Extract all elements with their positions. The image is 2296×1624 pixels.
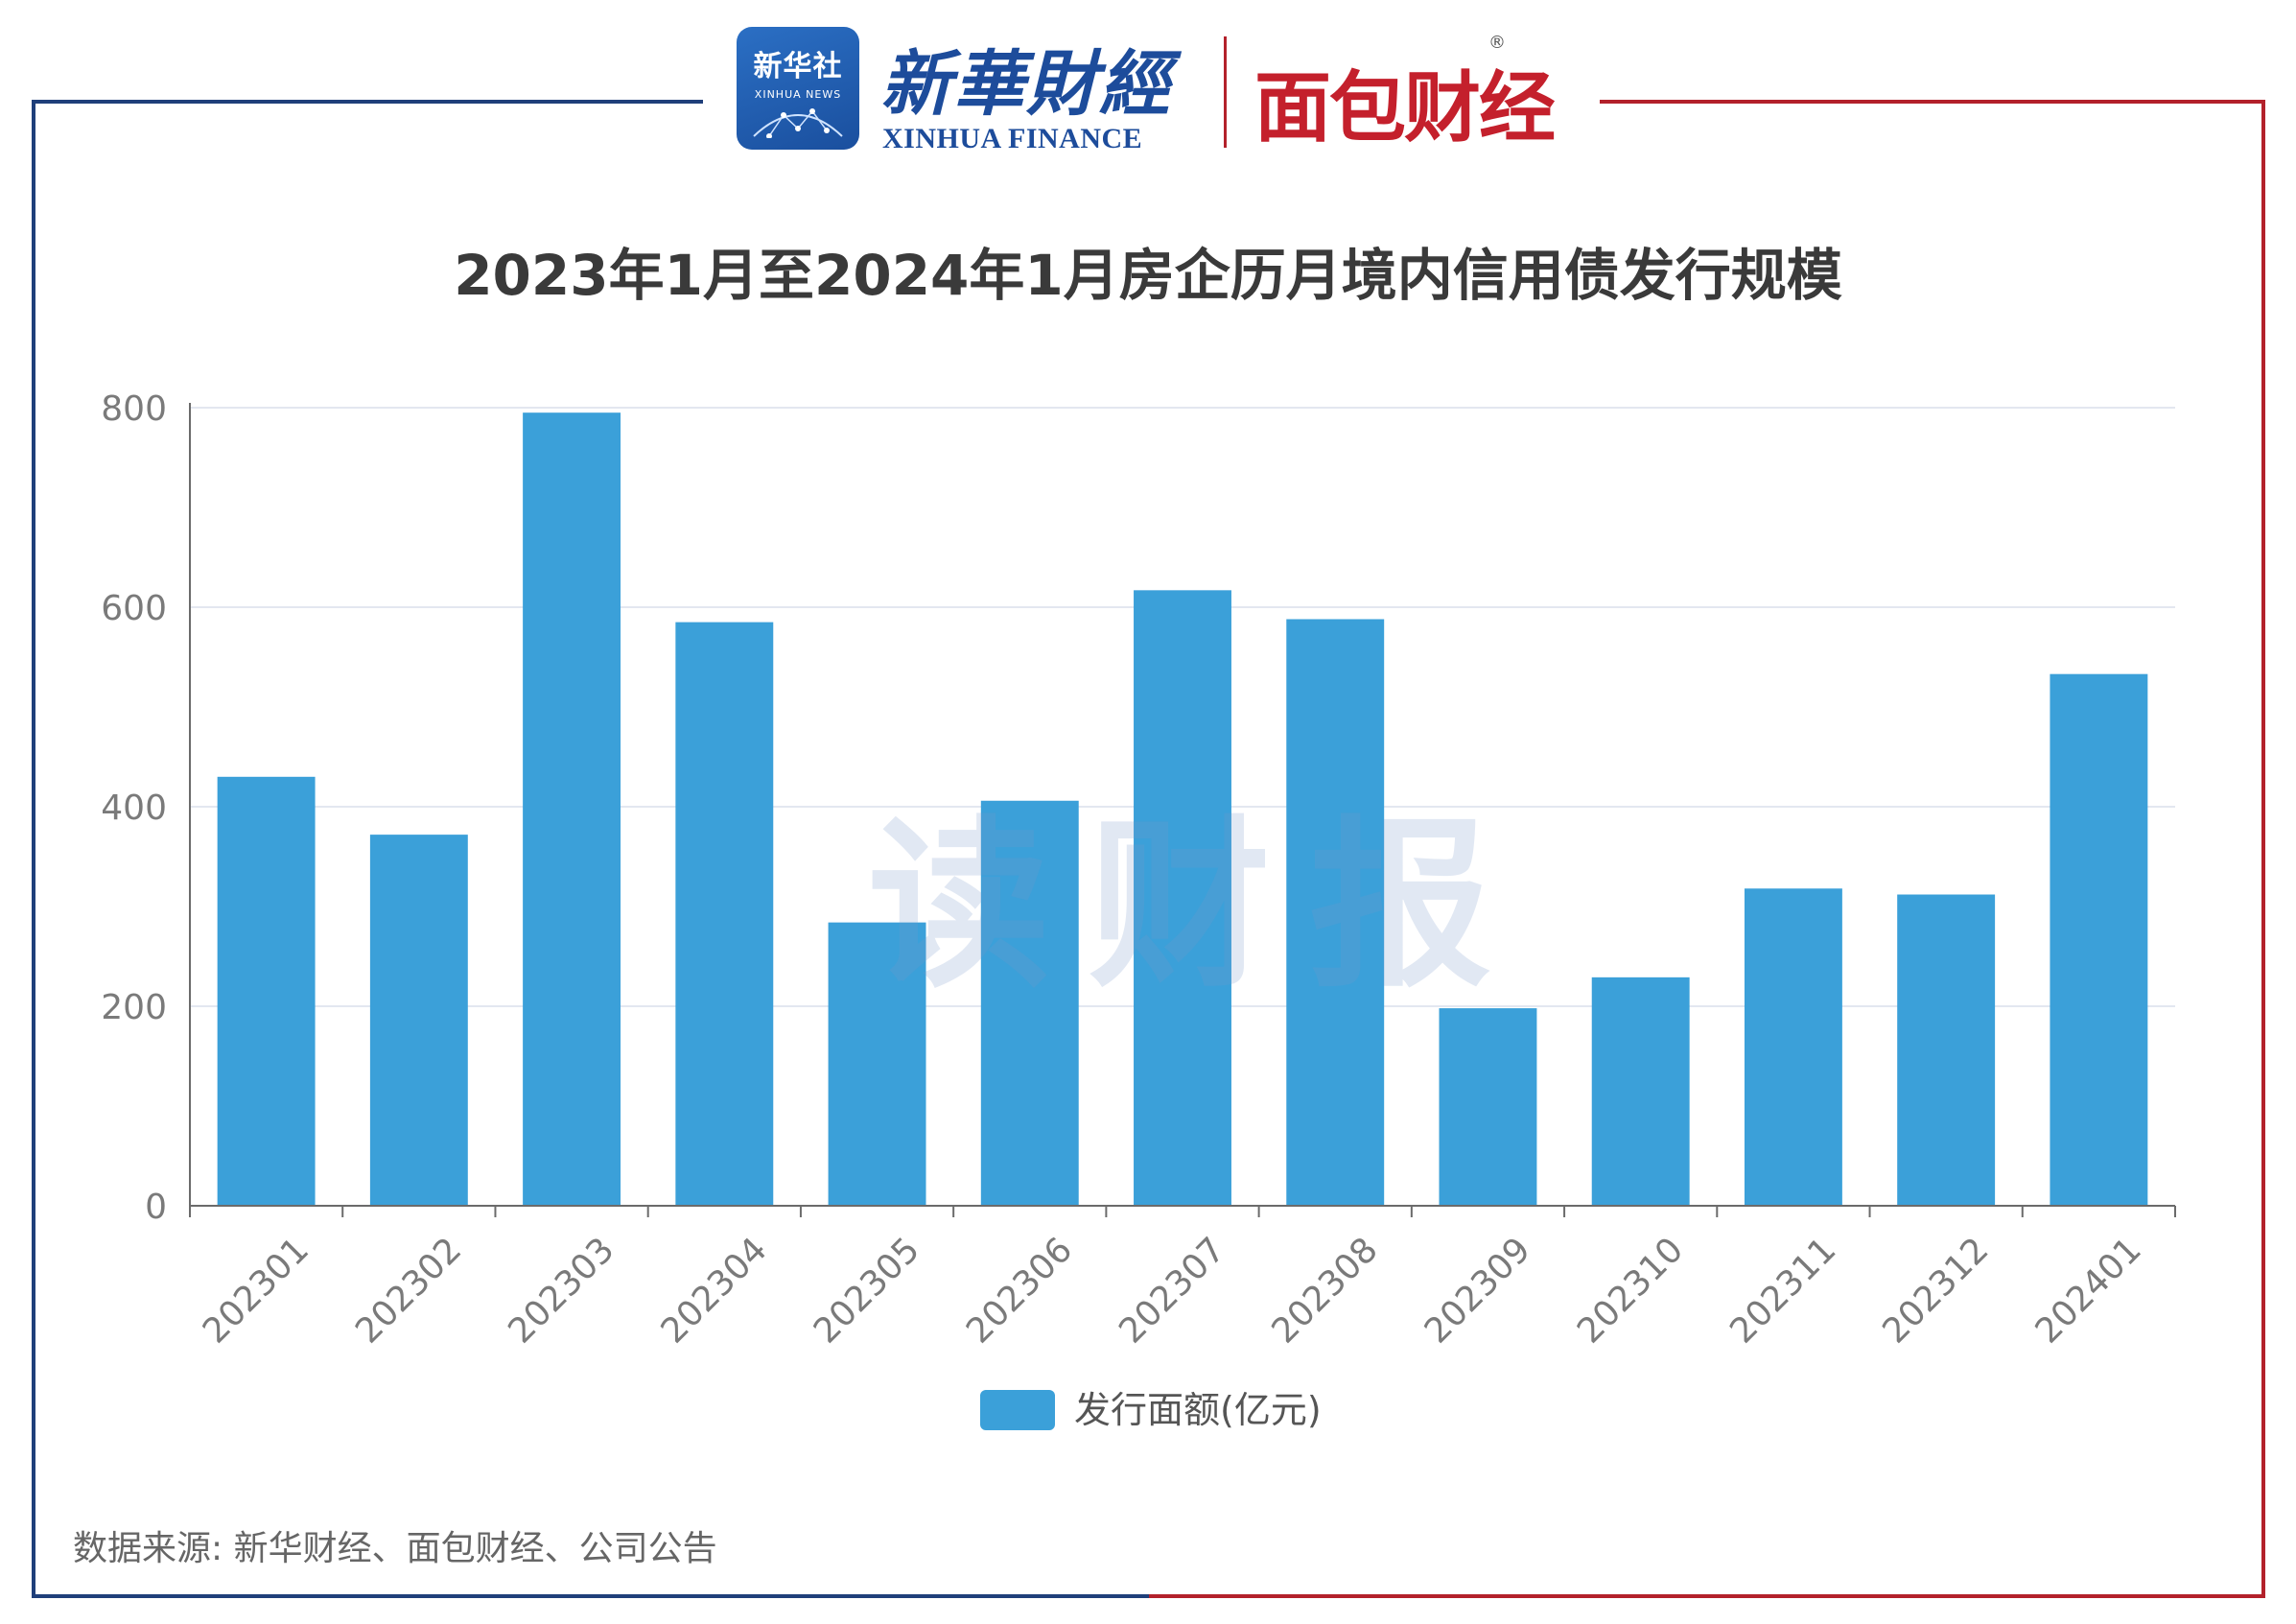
bar-202310[interactable] [1591, 977, 1690, 1206]
y-tick-label: 800 [101, 389, 167, 429]
xinhua-badge-cn: 新华社 [753, 50, 843, 83]
x-tick-label: 202309 [1417, 1230, 1538, 1351]
frame-top-left-line [32, 100, 703, 104]
bar-202306[interactable] [980, 800, 1079, 1206]
bar-202304[interactable] [675, 622, 774, 1206]
bar-202311[interactable] [1744, 888, 1842, 1206]
y-tick-label: 0 [145, 1188, 167, 1227]
x-tick-label: 202308 [1265, 1230, 1386, 1351]
legend-swatch [980, 1390, 1055, 1430]
xinhua-news-logo: 新华社 XINHUA NEWS [737, 27, 859, 150]
bar-202301[interactable] [217, 776, 316, 1206]
chart-title: 2023年1月至2024年1月房企历月境内信用债发行规模 [454, 243, 1842, 308]
bar-202401[interactable] [2050, 673, 2148, 1206]
mianbao-finance-logo: 面包财经 [1254, 63, 1556, 153]
watermark: 读财报 [868, 800, 1531, 1012]
y-tick-label: 200 [101, 988, 167, 1027]
xinhua-finance-en: XINHUA FINANCE [882, 123, 1143, 154]
x-tick-label: 202401 [2028, 1230, 2149, 1351]
data-source-note: 数据来源: 新华财经、面包财经、公司公告 [73, 1529, 717, 1568]
bar-202312[interactable] [1897, 894, 1996, 1206]
x-tick-label: 202303 [501, 1230, 621, 1351]
xinhua-badge-en: XINHUA NEWS [754, 88, 842, 101]
bars [217, 412, 2148, 1206]
x-tick-label: 202305 [807, 1230, 927, 1351]
bar-202303[interactable] [523, 412, 621, 1206]
frame-left-border [32, 100, 35, 1598]
xinhua-finance-cn: 新華財經 [880, 43, 1172, 126]
frame-bottom-right-border [1149, 1594, 2265, 1598]
bar-202308[interactable] [1286, 619, 1385, 1206]
bar-202307[interactable] [1134, 590, 1231, 1206]
x-tick-label: 202301 [196, 1230, 316, 1351]
frame-bottom-left-border [32, 1594, 1149, 1598]
header-divider [1224, 36, 1227, 148]
xinhua-finance-logo: 新華財經 XINHUA FINANCE [880, 27, 1170, 161]
frame-right-border [2261, 100, 2265, 1598]
bar-202302[interactable] [369, 835, 468, 1206]
legend-label: 发行面额(亿元) [1074, 1389, 1322, 1431]
bar-202309[interactable] [1439, 1008, 1537, 1206]
x-tick-label: 202306 [959, 1230, 1080, 1351]
x-tick-label: 202312 [1875, 1230, 1996, 1351]
x-tick-label: 202310 [1570, 1230, 1691, 1351]
x-tick-label: 202311 [1722, 1230, 1843, 1351]
y-tick-label: 600 [101, 589, 167, 628]
x-tick-label: 202307 [1112, 1230, 1232, 1351]
logo-header: 新华社 XINHUA NEWS 新華財經 XINHUA FINANCE 面包财经… [729, 17, 1582, 161]
frame-top-right-line [1600, 100, 2265, 104]
y-tick-label: 400 [101, 788, 167, 828]
x-tick-label: 202302 [348, 1230, 469, 1351]
bar-202305[interactable] [828, 922, 926, 1206]
registered-mark: ® [1488, 33, 1506, 53]
x-tick-label: 202304 [654, 1230, 775, 1351]
network-globe-icon [753, 108, 843, 138]
